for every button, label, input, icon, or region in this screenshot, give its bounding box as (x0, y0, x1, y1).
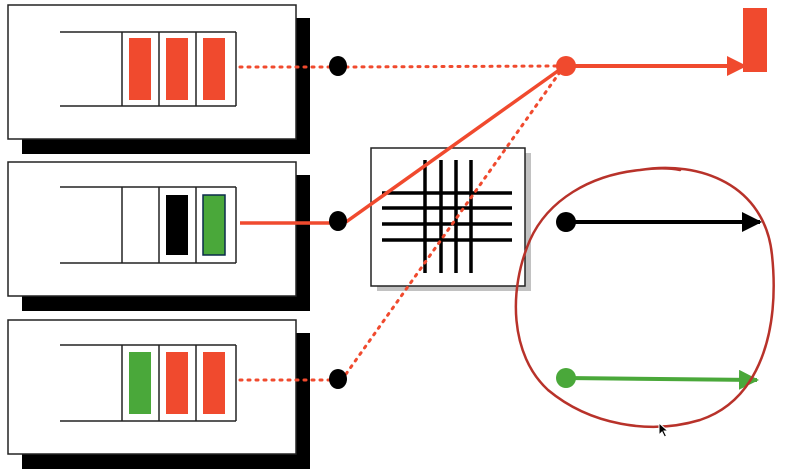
annotation-circle (514, 166, 775, 428)
port-box (7, 161, 297, 297)
node-bottom (329, 369, 347, 389)
output-black (556, 212, 762, 232)
queue-middle (60, 186, 237, 264)
packet-black (166, 195, 188, 255)
crossbar-grid-icon (382, 160, 512, 273)
output-red (556, 8, 767, 76)
packet-red (166, 38, 188, 100)
input-port-bottom (7, 319, 310, 469)
crossbar-switch (370, 147, 531, 291)
packet-red (166, 352, 188, 414)
port-box (7, 4, 297, 140)
port-box (7, 319, 297, 455)
output-red-bar (743, 8, 767, 72)
packet-green (129, 352, 151, 414)
node-top (329, 56, 347, 76)
packet-red (203, 352, 225, 414)
packet-green (202, 194, 226, 256)
input-port-middle (7, 161, 310, 311)
connection-top-out (344, 64, 560, 69)
queue-top (60, 31, 237, 107)
packet-red (203, 38, 225, 100)
queue-bottom (60, 344, 237, 422)
connections (238, 56, 564, 389)
mouse-cursor-icon (658, 422, 670, 438)
crossbar-box (370, 147, 526, 287)
output-green (556, 368, 759, 390)
connection-bottom-out (344, 70, 562, 376)
packet-red (129, 38, 151, 100)
node-middle (329, 211, 347, 231)
input-port-top (7, 4, 310, 154)
connection-middle-out (344, 66, 564, 224)
